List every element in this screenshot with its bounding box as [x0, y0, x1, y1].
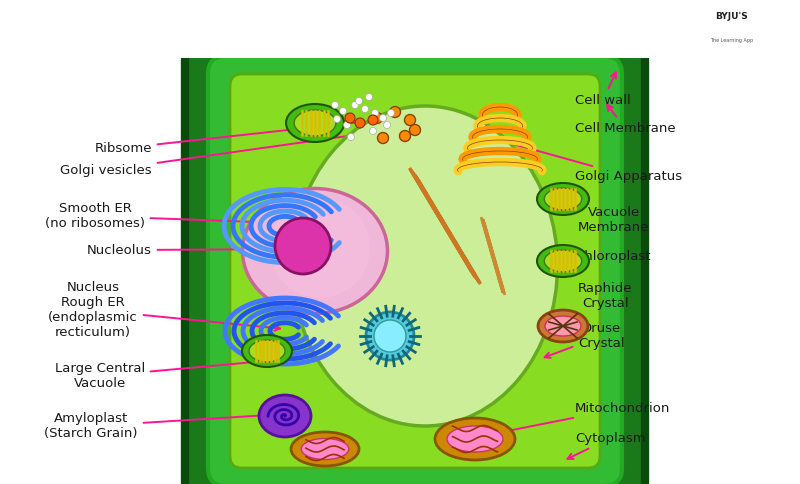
Circle shape — [343, 121, 350, 128]
Ellipse shape — [291, 432, 359, 466]
Text: Golgi vesicles: Golgi vesicles — [60, 128, 392, 177]
Text: Ribsome: Ribsome — [94, 120, 365, 154]
Text: Large Central
Vacuole: Large Central Vacuole — [54, 349, 370, 390]
Ellipse shape — [242, 335, 292, 367]
Ellipse shape — [249, 340, 285, 362]
Circle shape — [366, 93, 373, 101]
Circle shape — [399, 131, 410, 141]
Circle shape — [345, 113, 355, 123]
Circle shape — [355, 118, 365, 128]
Ellipse shape — [259, 395, 311, 437]
Text: Plant Cell: Plant Cell — [14, 15, 164, 43]
Text: Cytoplasm: Cytoplasm — [567, 432, 646, 459]
Text: Cell Membrane: Cell Membrane — [575, 105, 676, 135]
Text: Mitochondrion: Mitochondrion — [482, 402, 670, 438]
Ellipse shape — [537, 245, 589, 277]
Text: The Learning App: The Learning App — [710, 38, 754, 43]
Circle shape — [334, 116, 341, 122]
Ellipse shape — [435, 418, 515, 460]
Circle shape — [355, 97, 362, 105]
Text: Raphide
Crystal: Raphide Crystal — [567, 282, 633, 321]
Text: Nucleus
Rough ER
(endoplasmic
recticulum): Nucleus Rough ER (endoplasmic recticulum… — [48, 281, 280, 339]
Ellipse shape — [537, 183, 589, 215]
Text: Golgi Apparatus: Golgi Apparatus — [506, 141, 682, 182]
Text: Amyloplast
(Starch Grain): Amyloplast (Starch Grain) — [45, 412, 280, 440]
Circle shape — [383, 121, 390, 128]
Circle shape — [368, 115, 378, 125]
Ellipse shape — [538, 310, 588, 342]
Circle shape — [331, 102, 338, 108]
Circle shape — [379, 115, 386, 121]
Circle shape — [366, 312, 414, 360]
Circle shape — [410, 124, 421, 136]
Ellipse shape — [286, 104, 344, 142]
Text: BYJU'S: BYJU'S — [716, 12, 748, 21]
Circle shape — [387, 109, 394, 117]
Ellipse shape — [294, 110, 336, 136]
Text: Druse
Crystal: Druse Crystal — [545, 322, 625, 358]
Circle shape — [371, 109, 378, 117]
Circle shape — [351, 102, 358, 108]
Ellipse shape — [544, 188, 582, 210]
Text: Cell wall: Cell wall — [575, 73, 630, 106]
Circle shape — [362, 106, 369, 112]
FancyBboxPatch shape — [185, 36, 645, 484]
Ellipse shape — [447, 426, 503, 452]
Circle shape — [339, 107, 346, 115]
Circle shape — [275, 218, 331, 274]
Text: Vacuole
Membrane: Vacuole Membrane — [567, 199, 650, 234]
Ellipse shape — [293, 106, 558, 426]
Ellipse shape — [242, 188, 387, 314]
FancyBboxPatch shape — [208, 56, 622, 484]
FancyBboxPatch shape — [652, 3, 800, 55]
Ellipse shape — [545, 316, 581, 336]
Circle shape — [371, 112, 382, 123]
Circle shape — [390, 106, 401, 118]
Ellipse shape — [301, 439, 349, 459]
Circle shape — [405, 115, 415, 125]
Text: Smooth ER
(no ribosomes): Smooth ER (no ribosomes) — [45, 202, 278, 230]
Circle shape — [374, 320, 406, 352]
Circle shape — [370, 127, 377, 135]
Circle shape — [347, 134, 354, 140]
Circle shape — [270, 198, 370, 298]
FancyBboxPatch shape — [230, 74, 600, 468]
Circle shape — [378, 133, 389, 143]
Ellipse shape — [544, 250, 582, 272]
Text: Chloroplast: Chloroplast — [568, 250, 650, 263]
Text: Nucleolus: Nucleolus — [87, 243, 298, 257]
